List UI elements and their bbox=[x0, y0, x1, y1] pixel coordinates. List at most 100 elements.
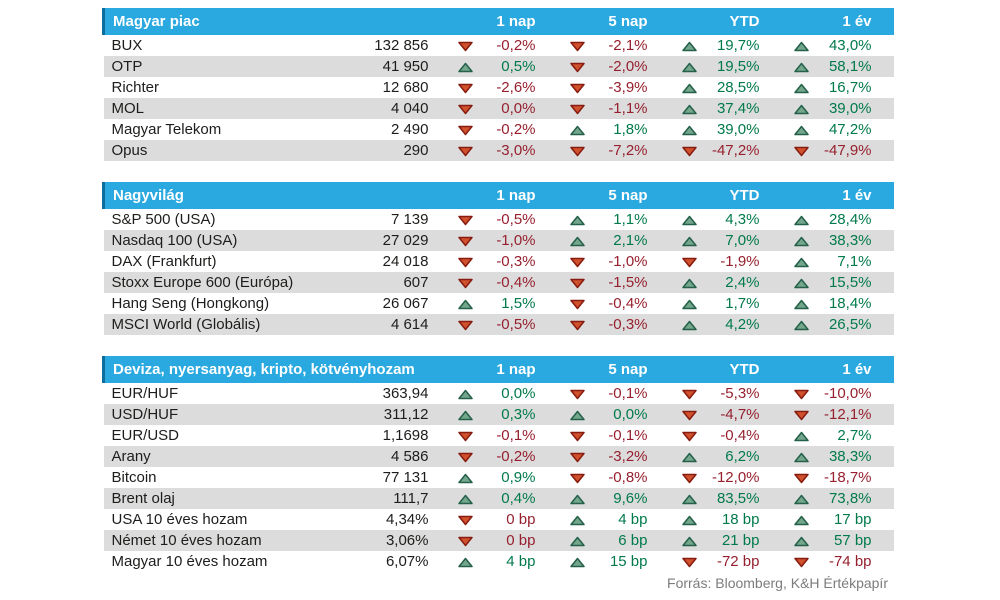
instrument-name: EUR/USD bbox=[111, 427, 180, 444]
instrument-name: MOL bbox=[103, 98, 314, 119]
change-arrow-cell bbox=[545, 140, 594, 161]
change-arrow-cell bbox=[769, 530, 818, 551]
instrument-value: 4 040 bbox=[313, 98, 434, 119]
table-body: S&P 500 (USA) 7 139 -0,5% 1,1% 4,3% 28,4% Nasd… bbox=[103, 209, 894, 335]
table-row: OTP 41 950 0,5% -2,0% 19,5% 58,1% bbox=[103, 56, 894, 77]
change-arrow-cell bbox=[433, 140, 482, 161]
change-value: 83,5% bbox=[705, 488, 770, 509]
down-triangle-icon bbox=[457, 452, 473, 462]
change-value: 37,4% bbox=[705, 98, 770, 119]
change-value: -1,5% bbox=[593, 272, 658, 293]
change-value: 0 bp bbox=[481, 530, 546, 551]
header-row: Magyar piac 1 nap 5 nap YTD 1 év bbox=[102, 8, 894, 35]
instrument-name: Arany bbox=[103, 446, 314, 467]
instrument-value: 24 018 bbox=[382, 253, 429, 270]
change-arrow-cell bbox=[433, 488, 482, 509]
change-arrow-cell bbox=[545, 230, 594, 251]
table-row: DAX (Frankfurt) 24 018 -0,3% -1,0% -1,9% 7,1% bbox=[104, 251, 894, 272]
instrument-name: S&P 500 (USA) bbox=[111, 211, 216, 228]
down-triangle-icon bbox=[569, 389, 585, 399]
change-arrow-cell bbox=[434, 509, 482, 530]
instrument-name: Stoxx Europe 600 (Európa) bbox=[103, 272, 314, 293]
up-triangle-icon bbox=[793, 215, 809, 225]
change-value: 26,5% bbox=[817, 314, 882, 335]
down-triangle-icon bbox=[457, 515, 473, 525]
change-value: 0,4% bbox=[481, 488, 546, 509]
up-triangle-icon bbox=[793, 494, 809, 504]
change-value: -12,0% bbox=[711, 469, 760, 486]
down-triangle-icon bbox=[457, 320, 473, 330]
change-arrow-cell bbox=[769, 272, 818, 293]
column-header: 5 nap bbox=[545, 8, 658, 35]
table-header: Nagyvilág 1 nap 5 nap YTD 1 év bbox=[102, 182, 894, 209]
change-value: -3,9% bbox=[608, 79, 648, 96]
instrument-value: 6,07% bbox=[385, 553, 429, 570]
change-value: -47,2% bbox=[705, 140, 770, 161]
table-header: Magyar piac 1 nap 5 nap YTD 1 év bbox=[102, 8, 894, 35]
row-spacer bbox=[882, 383, 894, 404]
change-value: 57 bp bbox=[817, 530, 882, 551]
change-arrow-cell bbox=[658, 293, 706, 314]
market-report-content: Magyar piac 1 nap 5 nap YTD 1 év BUX 132 856 -0… bbox=[102, 8, 894, 593]
change-arrow-cell bbox=[770, 551, 818, 572]
up-triangle-icon bbox=[681, 236, 697, 246]
change-arrow-cell bbox=[769, 98, 818, 119]
down-triangle-icon bbox=[569, 431, 585, 441]
instrument-name: Opus bbox=[103, 140, 314, 161]
change-value: 6 bp bbox=[593, 530, 658, 551]
table-row: Brent olaj 111,7 0,4% 9,6% 83,5% 73,8% bbox=[103, 488, 894, 509]
instrument-name: BUX bbox=[111, 37, 143, 54]
change-arrow-cell bbox=[434, 383, 482, 404]
table-row: Német 10 éves hozam 3,06% 0 bp 6 bp 21 bp 57 … bbox=[103, 530, 894, 551]
down-triangle-icon bbox=[569, 41, 585, 51]
change-arrow-cell bbox=[434, 293, 482, 314]
up-triangle-icon bbox=[793, 257, 809, 267]
change-arrow-cell bbox=[434, 119, 482, 140]
instrument-value: 363,94 bbox=[382, 385, 429, 402]
instrument-value: 290 bbox=[313, 140, 434, 161]
change-value: 18,4% bbox=[828, 295, 872, 312]
up-triangle-icon bbox=[681, 452, 697, 462]
up-triangle-icon bbox=[793, 104, 809, 114]
change-value: 2,7% bbox=[837, 427, 872, 444]
change-value: -2,1% bbox=[608, 37, 648, 54]
change-arrow-cell bbox=[657, 446, 706, 467]
down-triangle-icon bbox=[457, 104, 473, 114]
row-spacer bbox=[881, 98, 894, 119]
change-arrow-cell bbox=[546, 119, 594, 140]
change-value: 18 bp bbox=[721, 511, 760, 528]
change-arrow-cell bbox=[433, 530, 482, 551]
table-header: Deviza, nyersanyag, kripto, kötvényhozam… bbox=[102, 356, 894, 383]
change-value: -1,0% bbox=[481, 230, 546, 251]
change-value: 7,0% bbox=[705, 230, 770, 251]
instrument-value: 3,06% bbox=[313, 530, 434, 551]
row-spacer bbox=[881, 272, 894, 293]
change-arrow-cell bbox=[434, 35, 482, 56]
table-row: MSCI World (Globális) 4 614 -0,5% -0,3% 4,2%… bbox=[103, 314, 894, 335]
change-arrow-cell bbox=[658, 119, 706, 140]
down-triangle-icon bbox=[569, 299, 585, 309]
down-triangle-icon bbox=[793, 146, 809, 156]
change-arrow-cell bbox=[546, 425, 594, 446]
change-arrow-cell bbox=[434, 551, 482, 572]
down-triangle-icon bbox=[793, 410, 809, 420]
instrument-name: Német 10 éves hozam bbox=[103, 530, 314, 551]
down-triangle-icon bbox=[457, 236, 473, 246]
down-triangle-icon bbox=[457, 83, 473, 93]
down-triangle-icon bbox=[793, 389, 809, 399]
change-arrow-cell bbox=[545, 488, 594, 509]
change-arrow-cell bbox=[546, 551, 594, 572]
change-arrow-cell bbox=[658, 77, 706, 98]
row-spacer bbox=[882, 551, 894, 572]
change-value: 0,0% bbox=[501, 385, 536, 402]
instrument-value: 77 131 bbox=[382, 469, 429, 486]
change-value: -2,0% bbox=[593, 56, 658, 77]
market-table: Magyar piac 1 nap 5 nap YTD 1 év BUX 132 856 -0… bbox=[102, 8, 894, 161]
change-arrow-cell bbox=[546, 509, 594, 530]
table-body: EUR/HUF 363,94 0,0% -0,1% -5,3% -10,0% USD/HUF… bbox=[103, 383, 894, 572]
up-triangle-icon bbox=[681, 299, 697, 309]
row-spacer bbox=[881, 140, 894, 161]
change-value: 39,0% bbox=[716, 121, 760, 138]
down-triangle-icon bbox=[457, 536, 473, 546]
